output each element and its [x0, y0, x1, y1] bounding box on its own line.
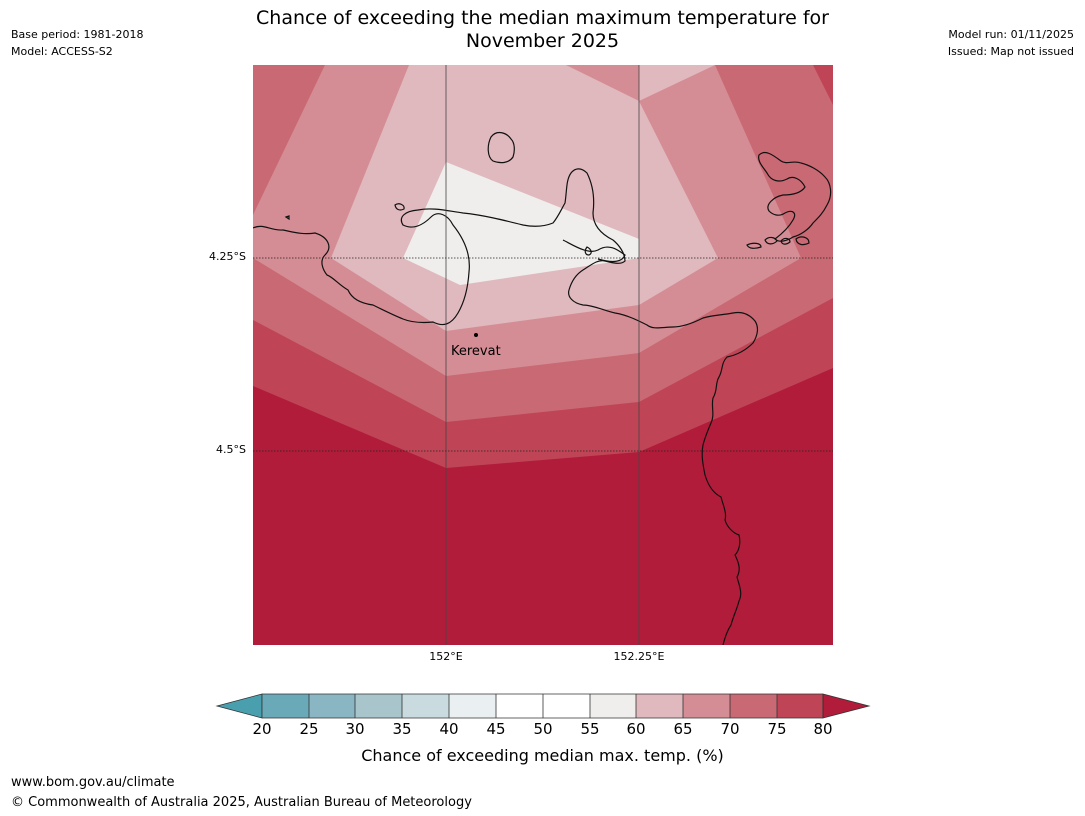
colorbar-tick-20: 20: [252, 720, 272, 738]
model-run: Model run: 01/11/2025: [948, 28, 1074, 41]
colorbar-tick-35: 35: [392, 720, 412, 738]
colorbar-band-75-80: [777, 694, 823, 718]
footer-copyright: © Commonwealth of Australia 2025, Austra…: [11, 795, 472, 810]
colorbar-tick-45: 45: [486, 720, 506, 738]
kerevat-label: Kerevat: [451, 344, 501, 359]
band-55-60: [403, 162, 639, 285]
lon-label-152-25e: 152.25°E: [613, 650, 665, 663]
colorbar-band-35-40: [402, 694, 449, 718]
band-60-65-right-lobe: [639, 65, 715, 101]
title-line-1: Chance of exceeding the median maximum t…: [256, 7, 829, 29]
metadata-left: Base period: 1981-2018 Model: ACCESS-S2: [11, 26, 143, 60]
colorbar-tick-80: 80: [813, 720, 833, 738]
coastline-east-small-island-1: [746, 242, 762, 249]
coastline-north-islet: [394, 203, 405, 211]
colorbar-tick-55: 55: [580, 720, 600, 738]
lon-label-152e: 152°E: [429, 650, 463, 663]
colorbar-band-70-75: [730, 694, 777, 718]
colorbar-band-20-25: [262, 694, 309, 718]
model-name: Model: ACCESS-S2: [11, 45, 113, 58]
metadata-right: Model run: 01/11/2025 Issued: Map not is…: [948, 26, 1074, 60]
coastline-east-small-island-4: [795, 236, 810, 246]
colorbar-tick-65: 65: [673, 720, 693, 738]
coastline-inner-islet: [584, 246, 592, 256]
coastline-inner-bay: [562, 239, 626, 263]
colorbar-band-65-70: [683, 694, 730, 718]
colorbar-tick-70: 70: [720, 720, 740, 738]
coastline-east-small-island-2: [764, 236, 778, 245]
colorbar-band-45-50: [496, 694, 543, 718]
colorbar-tick-30: 30: [345, 720, 365, 738]
footer-url: www.bom.gov.au/climate: [11, 775, 175, 790]
colorbar-band-55-60: [590, 694, 636, 718]
issued-status: Issued: Map not issued: [947, 45, 1074, 58]
map-title: Chance of exceeding the median maximum t…: [0, 7, 1085, 53]
colorbar-below-arrow: [215, 693, 263, 719]
colorbar-tick-60: 60: [626, 720, 646, 738]
kerevat-marker: [474, 333, 478, 337]
lat-label-4-25s: 4.25°S: [209, 250, 246, 263]
colorbar-tick-75: 75: [767, 720, 787, 738]
lat-label-4-5s: 4.5°S: [216, 443, 246, 456]
colorbar-tick-25: 25: [299, 720, 319, 738]
coastline-east-small-island-3: [780, 237, 791, 245]
colorbar-band-50-55: [543, 694, 590, 718]
gridlines: [253, 65, 833, 645]
coastline-north-island: [487, 131, 515, 164]
colorbar-band-25-30: [309, 694, 355, 718]
colorbar-tick-40: 40: [439, 720, 459, 738]
coastline-east-islands: [758, 151, 832, 242]
colorbar-tick-50: 50: [533, 720, 553, 738]
title-line-2: November 2025: [465, 30, 620, 52]
forecast-map: Kerevat: [253, 65, 833, 645]
colorbar-label: Chance of exceeding median max. temp. (%…: [361, 746, 724, 765]
coastline-west-islet: [284, 215, 290, 221]
colorbar: [215, 693, 871, 719]
colorbar-band-40-45: [449, 694, 496, 718]
colorbar-above-arrow: [822, 693, 871, 719]
colorbar-band-60-65: [636, 694, 683, 718]
coastline: [253, 131, 832, 645]
base-period: Base period: 1981-2018: [11, 28, 144, 41]
colorbar-band-30-35: [355, 694, 402, 718]
